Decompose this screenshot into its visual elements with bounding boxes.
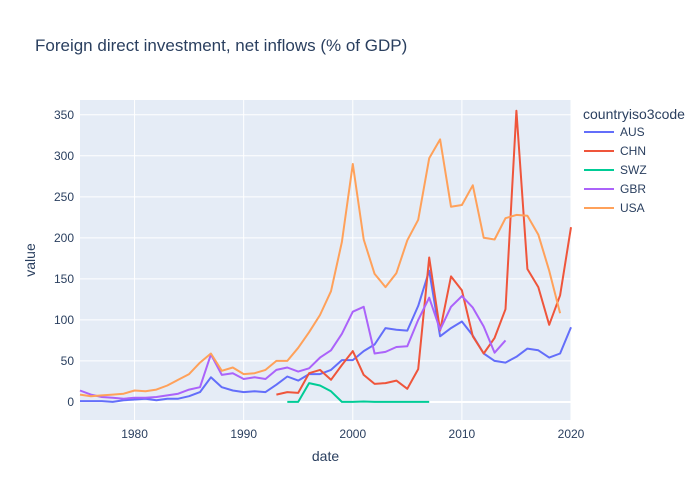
legend-label-gbr: GBR xyxy=(620,182,646,196)
y-tick-label: 50 xyxy=(61,354,75,368)
legend-label-aus: AUS xyxy=(620,125,645,139)
x-tick-label: 2000 xyxy=(339,427,366,441)
y-axis-ticks: 0 50 100 150 200 250 300 350 xyxy=(54,108,74,409)
series-line-gbr xyxy=(79,295,507,400)
y-tick-label: 200 xyxy=(54,231,74,245)
x-tick-label: 2010 xyxy=(449,427,476,441)
y-tick-label: 0 xyxy=(67,395,74,409)
x-axis-ticks: 1980 1990 2000 2010 2020 xyxy=(121,427,584,441)
series-line-swz xyxy=(287,382,430,403)
series-lines xyxy=(79,109,572,403)
x-tick-label: 1990 xyxy=(230,427,257,441)
series-line-aus xyxy=(80,269,572,403)
series-line-usa xyxy=(79,138,562,398)
plot-area xyxy=(80,100,571,420)
x-tick-label: 1980 xyxy=(121,427,148,441)
legend-title: countryiso3code xyxy=(583,106,685,122)
y-tick-label: 350 xyxy=(54,108,74,122)
y-axis-title: value xyxy=(22,243,38,277)
legend: countryiso3code AUS CHN SWZ GBR USA xyxy=(583,106,685,215)
legend-label-usa: USA xyxy=(620,201,645,215)
series-line-chn xyxy=(276,109,572,396)
y-tick-label: 300 xyxy=(54,149,74,163)
x-tick-label: 2020 xyxy=(558,427,585,441)
x-axis-title: date xyxy=(312,448,339,464)
y-tick-label: 100 xyxy=(54,313,74,327)
legend-label-chn: CHN xyxy=(620,144,646,158)
y-tick-label: 250 xyxy=(54,190,74,204)
chart-title: Foreign direct investment, net inflows (… xyxy=(35,36,407,55)
legend-label-swz: SWZ xyxy=(620,163,647,177)
y-tick-label: 150 xyxy=(54,272,74,286)
